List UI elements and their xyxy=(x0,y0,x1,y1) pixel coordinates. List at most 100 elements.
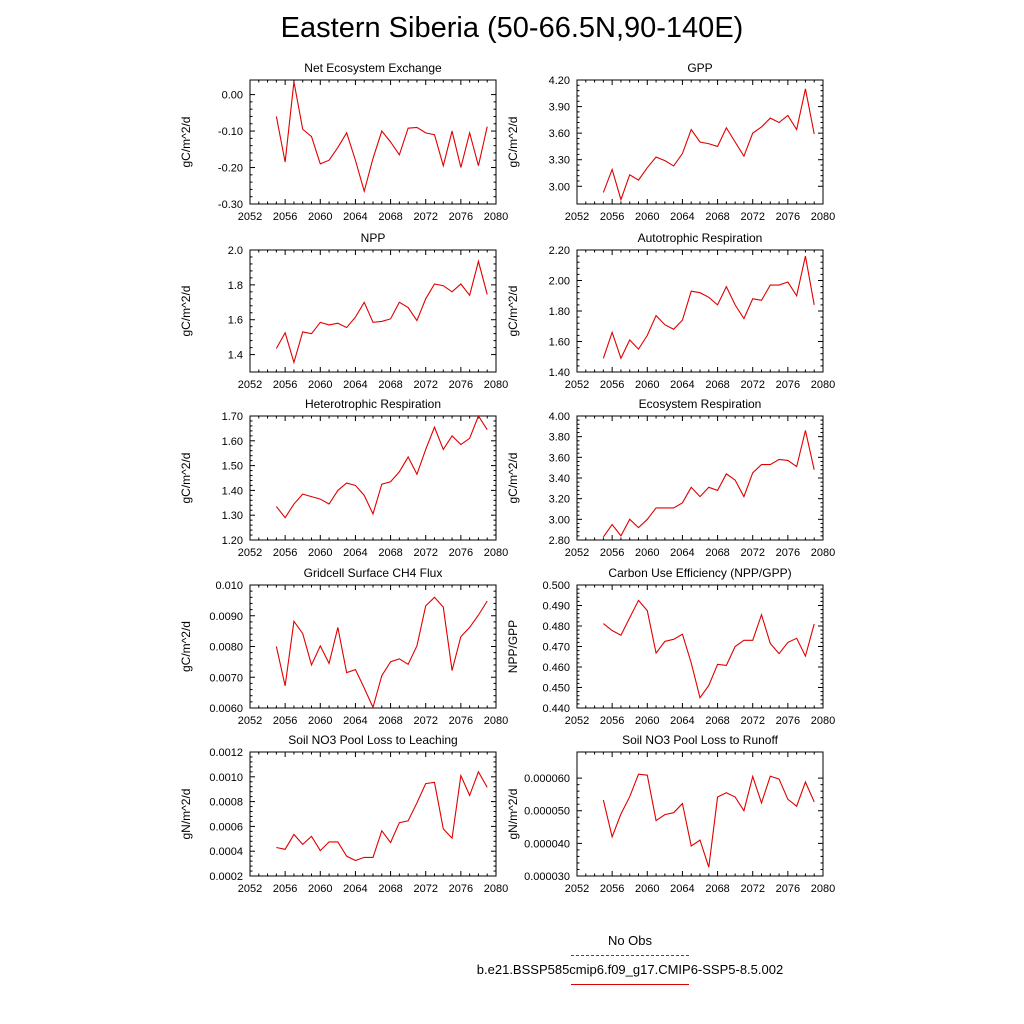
x-tick-label: 2056 xyxy=(273,211,297,223)
x-tick-label: 2076 xyxy=(776,883,800,895)
y-axis-label: gC/m^2/d xyxy=(179,453,193,504)
plot-frame xyxy=(576,751,824,877)
x-tick-label: 2080 xyxy=(484,379,508,391)
y-tick-label: 3.40 xyxy=(549,473,570,485)
x-tick-label: 2064 xyxy=(670,211,694,223)
x-tick-label: 2052 xyxy=(238,379,262,391)
y-tick-label: 4.20 xyxy=(549,75,570,87)
x-tick-label: 2068 xyxy=(378,211,402,223)
series-line xyxy=(275,414,488,519)
x-tick-label: 2076 xyxy=(776,211,800,223)
panel-title: GPP xyxy=(687,61,712,75)
series-line xyxy=(275,259,488,365)
y-tick-label: 2.00 xyxy=(549,276,570,288)
series-line xyxy=(603,599,815,700)
panel-title: Autotrophic Respiration xyxy=(638,231,763,245)
x-tick-label: 2072 xyxy=(413,379,437,391)
x-tick-label: 2080 xyxy=(484,547,508,559)
x-tick-label: 2060 xyxy=(635,715,659,727)
chart-panel-8: 2052 2056 2060 2064 2068 2072 2076 2080 0.440 0.4… xyxy=(506,566,835,727)
x-tick-label: 2072 xyxy=(740,547,764,559)
x-tick-label: 2068 xyxy=(705,547,729,559)
x-tick-label: 2068 xyxy=(705,211,729,223)
panel-title: Net Ecosystem Exchange xyxy=(304,61,442,75)
x-tick-label: 2076 xyxy=(776,379,800,391)
chart-panel-3: 2052 2056 2060 2064 2068 2072 2076 2080 1.4 1.6 1.… xyxy=(179,231,508,391)
x-tick-label: 2080 xyxy=(484,883,508,895)
series-line xyxy=(275,596,488,709)
x-tick-label: 2064 xyxy=(670,715,694,727)
x-tick-label: 2076 xyxy=(449,715,473,727)
x-tick-label: 2060 xyxy=(308,211,332,223)
x-tick-label: 2068 xyxy=(378,883,402,895)
y-tick-label: 1.70 xyxy=(222,411,243,423)
x-tick-label: 2056 xyxy=(600,211,624,223)
plot-frame xyxy=(249,415,497,541)
chart-panel-4: 2052 2056 2060 2064 2068 2072 2076 2080 1.40 1.60… xyxy=(506,231,835,391)
x-tick-label: 2068 xyxy=(705,379,729,391)
y-axis-label: gC/m^2/d xyxy=(506,453,520,504)
x-tick-label: 2080 xyxy=(484,211,508,223)
y-tick-label: 1.20 xyxy=(222,535,243,547)
chart-panel-7: 2052 2056 2060 2064 2068 2072 2076 2080 0.0060 0.… xyxy=(179,566,508,727)
x-tick-label: 2056 xyxy=(273,379,297,391)
y-tick-label: 0.0002 xyxy=(209,871,243,883)
y-tick-label: 0.000040 xyxy=(524,838,570,850)
x-tick-label: 2052 xyxy=(238,715,262,727)
x-tick-label: 2076 xyxy=(449,883,473,895)
y-tick-label: 4.00 xyxy=(549,411,570,423)
x-tick-label: 2060 xyxy=(308,715,332,727)
y-tick-label: 3.20 xyxy=(549,494,570,506)
y-tick-label: 0.450 xyxy=(542,683,570,695)
series-line xyxy=(275,81,488,194)
y-tick-label: 0.470 xyxy=(542,642,570,654)
chart-panel-5: 2052 2056 2060 2064 2068 2072 2076 2080 1.20 1.30… xyxy=(179,397,508,559)
x-tick-label: 2060 xyxy=(308,547,332,559)
y-tick-label: 1.40 xyxy=(222,485,243,497)
x-tick-label: 2072 xyxy=(740,883,764,895)
x-tick-label: 2052 xyxy=(565,715,589,727)
x-tick-label: 2072 xyxy=(413,715,437,727)
x-tick-label: 2060 xyxy=(635,379,659,391)
x-tick-label: 2060 xyxy=(635,211,659,223)
y-tick-label: 0.0012 xyxy=(209,747,243,759)
x-tick-label: 2060 xyxy=(635,547,659,559)
x-tick-label: 2072 xyxy=(413,211,437,223)
y-tick-label: 1.50 xyxy=(222,461,243,473)
x-tick-label: 2076 xyxy=(449,379,473,391)
x-tick-label: 2080 xyxy=(811,547,835,559)
chart-panel-10: 2052 2056 2060 2064 2068 2072 2076 2080 0.000030… xyxy=(506,733,835,895)
panel-title: Soil NO3 Pool Loss to Runoff xyxy=(622,733,779,747)
y-tick-label: 0.010 xyxy=(215,580,243,592)
y-tick-label: 0.490 xyxy=(542,601,570,613)
y-tick-label: 0.000030 xyxy=(524,871,570,883)
y-tick-label: 1.80 xyxy=(549,306,570,318)
y-tick-label: 0.440 xyxy=(542,703,570,715)
x-tick-label: 2080 xyxy=(811,715,835,727)
y-tick-label: 3.00 xyxy=(549,514,570,526)
y-tick-label: 3.30 xyxy=(549,155,570,167)
plot-frame xyxy=(249,249,497,373)
y-tick-label: 3.00 xyxy=(549,181,570,193)
x-tick-label: 2052 xyxy=(565,211,589,223)
y-tick-label: 3.60 xyxy=(549,128,570,140)
x-tick-label: 2064 xyxy=(343,379,367,391)
y-tick-label: 0.0004 xyxy=(209,846,243,858)
y-tick-label: 2.0 xyxy=(228,245,243,257)
x-tick-label: 2052 xyxy=(238,547,262,559)
series-line xyxy=(602,430,815,538)
x-tick-label: 2072 xyxy=(413,547,437,559)
x-tick-label: 2064 xyxy=(343,211,367,223)
y-tick-label: 0.0060 xyxy=(209,703,243,715)
panel-title: Carbon Use Efficiency (NPP/GPP) xyxy=(608,566,791,580)
y-tick-label: 0.0070 xyxy=(209,672,243,684)
y-tick-label: 0.00 xyxy=(222,90,243,102)
x-tick-label: 2076 xyxy=(776,715,800,727)
x-tick-label: 2068 xyxy=(378,715,402,727)
y-tick-label: 3.90 xyxy=(549,102,570,114)
y-tick-label: 1.40 xyxy=(549,367,570,379)
y-tick-label: 1.6 xyxy=(228,315,243,327)
y-axis-label: gC/m^2/d xyxy=(179,621,193,672)
